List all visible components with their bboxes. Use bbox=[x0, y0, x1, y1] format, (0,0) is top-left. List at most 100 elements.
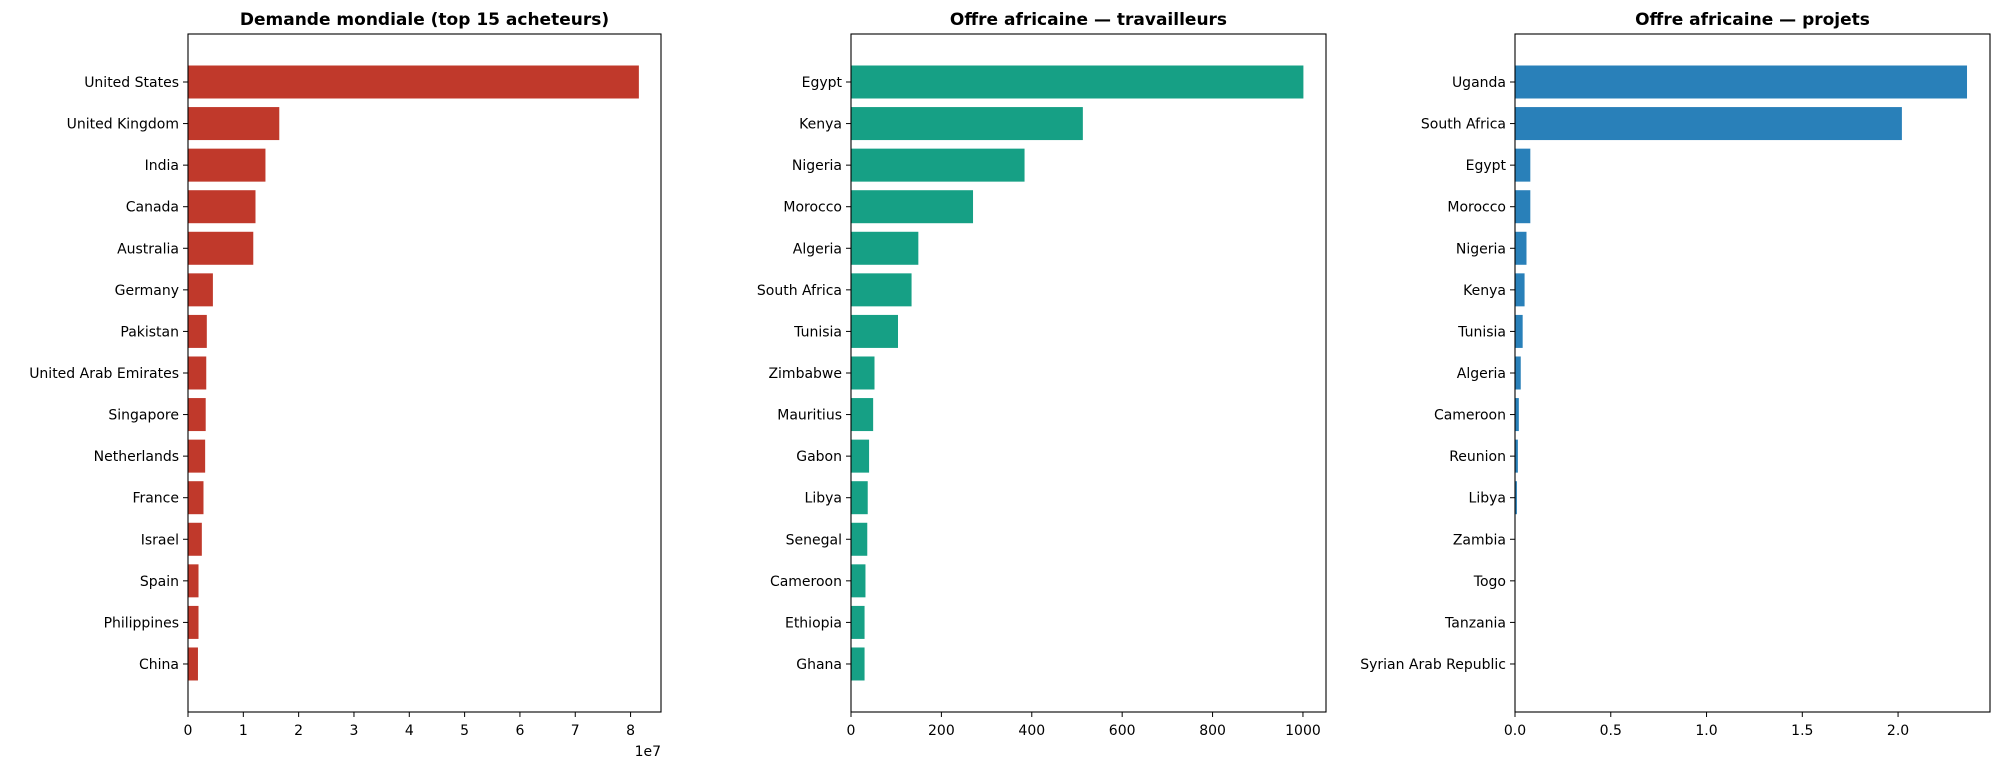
y-tick-label: Spain bbox=[140, 574, 179, 590]
bar bbox=[188, 398, 206, 432]
bar bbox=[188, 356, 207, 390]
bar bbox=[851, 439, 870, 473]
bar bbox=[851, 231, 919, 265]
bar bbox=[188, 148, 266, 182]
y-tick-label: Nigeria bbox=[792, 158, 842, 174]
y-tick-label: Canada bbox=[126, 200, 179, 216]
bar bbox=[851, 107, 1083, 141]
bar bbox=[851, 65, 1304, 99]
y-tick-label: Israel bbox=[141, 532, 179, 548]
chart-title: Offre africaine — projets bbox=[1635, 10, 1870, 30]
x-tick-label: 7 bbox=[571, 723, 580, 739]
x-tick-label: 1000 bbox=[1285, 723, 1321, 739]
bar bbox=[851, 356, 875, 390]
x-tick-label: 8 bbox=[626, 723, 635, 739]
y-tick-label: Ethiopia bbox=[785, 615, 842, 631]
y-tick-label: Australia bbox=[117, 241, 179, 257]
x-tick-label: 3 bbox=[350, 723, 359, 739]
y-tick-label: Kenya bbox=[1463, 283, 1506, 299]
bar bbox=[188, 481, 204, 515]
y-tick-label: Zambia bbox=[1453, 532, 1506, 548]
y-tick-label: Kenya bbox=[799, 117, 842, 133]
chart-title: Demande mondiale (top 15 acheteurs) bbox=[240, 10, 609, 30]
y-tick-label: Singapore bbox=[108, 408, 179, 424]
bar bbox=[188, 231, 254, 265]
bar bbox=[1515, 148, 1531, 182]
axes-frame bbox=[187, 33, 662, 713]
y-tick-label: United Arab Emirates bbox=[29, 366, 179, 382]
y-tick-label: Morocco bbox=[1447, 200, 1506, 216]
axes-frame bbox=[850, 33, 1327, 713]
bar bbox=[188, 564, 199, 598]
y-tick-label: South Africa bbox=[757, 283, 842, 299]
y-tick-label: China bbox=[139, 657, 179, 673]
y-tick-label: Uganda bbox=[1452, 75, 1506, 91]
bar bbox=[188, 647, 198, 681]
axes-frame bbox=[1514, 33, 1991, 713]
bar bbox=[851, 564, 866, 598]
bar bbox=[188, 190, 256, 224]
y-tick-label: India bbox=[145, 158, 179, 174]
x-tick-label: 400 bbox=[1018, 723, 1045, 739]
y-tick-label: Libya bbox=[805, 491, 842, 507]
chart-panel-1: Demande mondiale (top 15 acheteurs) Unite… bbox=[29, 10, 662, 760]
bar bbox=[1515, 356, 1521, 390]
x-tick-label: 800 bbox=[1199, 723, 1226, 739]
bar bbox=[188, 522, 202, 556]
y-tick-label: Tanzania bbox=[1444, 615, 1506, 631]
x-offset-label: 1e7 bbox=[635, 744, 661, 760]
x-tick-label: 1 bbox=[239, 723, 248, 739]
x-tick-label: 2 bbox=[294, 723, 303, 739]
bar bbox=[1515, 481, 1517, 515]
bar bbox=[851, 647, 865, 681]
chart-panel-2: Offre africaine — travailleurs Egypt Kenya… bbox=[757, 10, 1327, 739]
bar bbox=[1515, 231, 1527, 265]
y-tick-label: Syrian Arab Republic bbox=[1360, 657, 1506, 673]
bar bbox=[188, 314, 207, 348]
y-tick-label: Reunion bbox=[1449, 449, 1506, 465]
bar bbox=[851, 273, 912, 307]
bar bbox=[1515, 65, 1968, 99]
x-tick-label: 1.0 bbox=[1695, 723, 1717, 739]
y-tick-label: Mauritius bbox=[777, 408, 842, 424]
bar bbox=[1515, 398, 1519, 432]
y-tick-label: France bbox=[132, 491, 179, 507]
bar bbox=[188, 65, 639, 99]
x-tick-label: 0 bbox=[847, 723, 856, 739]
y-tick-label: Libya bbox=[1469, 491, 1506, 507]
bar bbox=[188, 107, 280, 141]
chart-panel-3: Offre africaine — projets Uganda South Afr… bbox=[1360, 10, 1991, 739]
y-tick-label: Netherlands bbox=[94, 449, 179, 465]
y-tick-label: Togo bbox=[1473, 574, 1506, 590]
bar bbox=[1515, 107, 1902, 141]
x-tick-label: 0.0 bbox=[1504, 723, 1526, 739]
bar bbox=[188, 605, 199, 639]
y-tick-label: Gabon bbox=[796, 449, 842, 465]
bar bbox=[851, 481, 868, 515]
chart-title: Offre africaine — travailleurs bbox=[950, 10, 1227, 30]
x-tick-label: 6 bbox=[515, 723, 524, 739]
x-tick-label: 0.5 bbox=[1600, 723, 1622, 739]
y-tick-label: Tunisia bbox=[1457, 324, 1506, 340]
y-tick-label: Nigeria bbox=[1456, 241, 1506, 257]
y-tick-label: Tunisia bbox=[793, 324, 842, 340]
y-tick-label: Senegal bbox=[786, 532, 842, 548]
x-tick-label: 4 bbox=[405, 723, 414, 739]
bar bbox=[851, 148, 1025, 182]
y-tick-label: Morocco bbox=[783, 200, 842, 216]
bar bbox=[851, 522, 868, 556]
bar bbox=[1515, 273, 1525, 307]
bar bbox=[188, 273, 213, 307]
y-tick-label: Pakistan bbox=[120, 324, 179, 340]
y-tick-label: United States bbox=[84, 75, 179, 91]
bar bbox=[851, 190, 974, 224]
bar bbox=[1515, 190, 1531, 224]
x-tick-label: 2.0 bbox=[1887, 723, 1909, 739]
x-tick-label: 0 bbox=[184, 723, 193, 739]
bar bbox=[1515, 314, 1523, 348]
bar bbox=[851, 398, 874, 432]
x-tick-label: 1.5 bbox=[1791, 723, 1813, 739]
y-tick-label: Algeria bbox=[1457, 366, 1506, 382]
y-tick-label: South Africa bbox=[1421, 117, 1506, 133]
y-tick-label: Ghana bbox=[796, 657, 842, 673]
